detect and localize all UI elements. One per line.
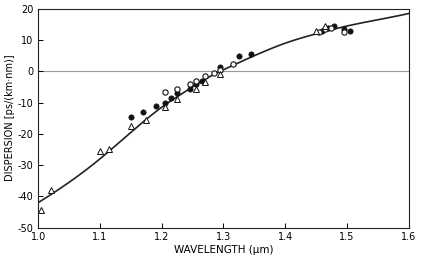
X-axis label: WAVELENGTH (μm): WAVELENGTH (μm) [174, 245, 273, 255]
Y-axis label: DISPERSION [ps/(km·nm)]: DISPERSION [ps/(km·nm)] [5, 55, 15, 181]
